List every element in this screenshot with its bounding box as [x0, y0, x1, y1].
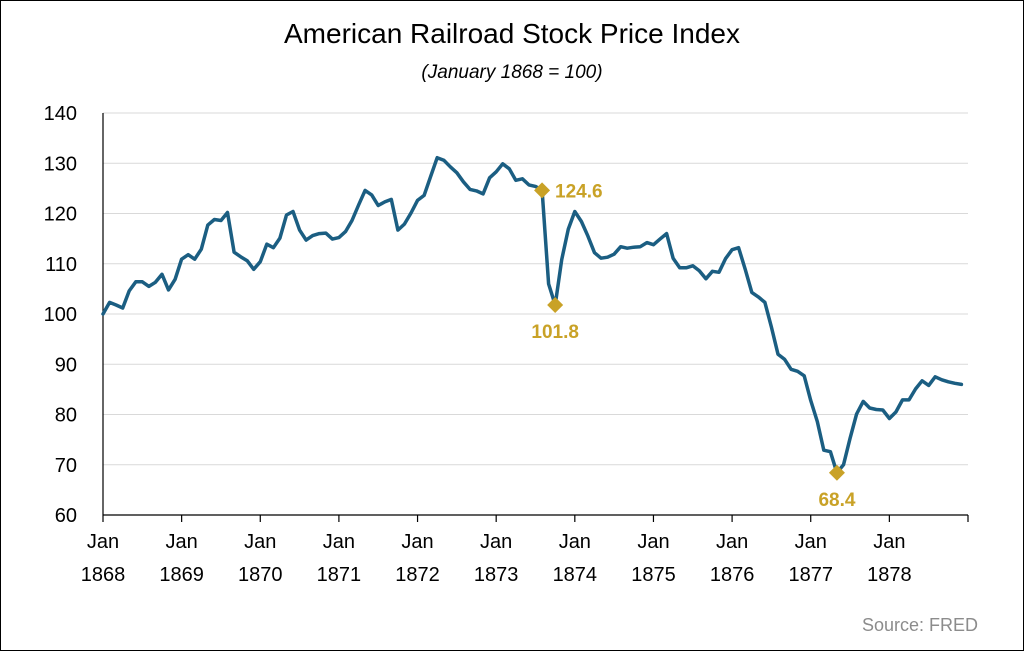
x-tick-label-year: 1875: [631, 564, 676, 586]
x-tick-label-year: 1870: [238, 564, 283, 586]
annotation-marker: [828, 464, 845, 481]
y-tick-label: 100: [44, 304, 77, 326]
x-tick-label-year: 1876: [710, 564, 755, 586]
annotation-label: 68.4: [818, 490, 855, 511]
series-line: [101, 155, 964, 475]
x-tick-label-month: Jan: [637, 531, 669, 553]
chart-title: American Railroad Stock Price Index: [284, 18, 740, 49]
y-tick-label: 80: [55, 405, 77, 427]
x-tick-label-year: 1869: [159, 564, 204, 586]
x-tick-label-year: 1878: [867, 564, 912, 586]
x-tick-label-month: Jan: [795, 531, 827, 553]
annotation-marker: [534, 182, 551, 199]
y-tick-label: 140: [44, 103, 77, 125]
y-tick-label: 130: [44, 153, 77, 175]
x-tick-label-year: 1873: [474, 564, 519, 586]
x-tick-label-year: 1874: [553, 564, 598, 586]
y-tick-label: 90: [55, 354, 77, 376]
y-tick-label: 110: [45, 254, 77, 276]
x-tick-label-month: Jan: [559, 531, 591, 553]
x-tick-label-month: Jan: [480, 531, 512, 553]
x-tick-label-month: Jan: [873, 531, 905, 553]
x-tick-label-year: 1868: [81, 564, 126, 586]
x-tick-label-month: Jan: [244, 531, 276, 553]
source-note: Source: FRED: [861, 615, 978, 635]
annotation-label: 124.6: [555, 181, 603, 202]
annotation-label: 101.8: [531, 322, 579, 343]
x-tick-label-month: Jan: [716, 531, 748, 553]
x-tick-label-month: Jan: [323, 531, 355, 553]
x-tick-label-year: 1877: [788, 564, 833, 586]
chart-subtitle: (January 1868 = 100): [421, 62, 603, 83]
x-tick-label-year: 1871: [317, 564, 362, 586]
x-tick-label-year: 1872: [395, 564, 440, 586]
annotation-marker: [547, 296, 564, 313]
x-tick-label-month: Jan: [166, 531, 198, 553]
y-tick-label: 70: [55, 455, 77, 477]
y-tick-label: 120: [44, 204, 77, 226]
x-tick-label-month: Jan: [87, 531, 119, 553]
x-tick-label-month: Jan: [401, 531, 433, 553]
y-tick-label: 60: [55, 505, 77, 527]
